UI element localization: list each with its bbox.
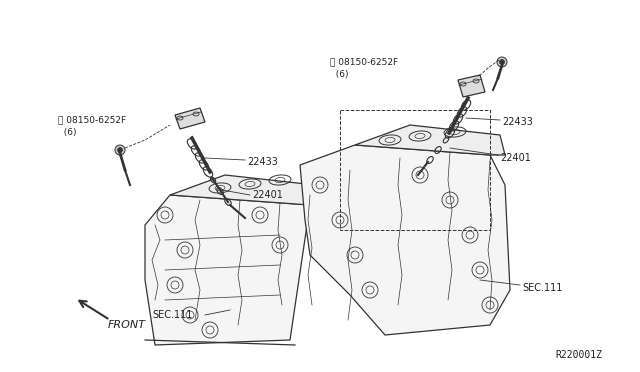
Circle shape <box>115 145 125 155</box>
Text: 22433: 22433 <box>247 157 278 167</box>
Circle shape <box>497 57 507 67</box>
Polygon shape <box>458 75 485 97</box>
Polygon shape <box>170 175 315 205</box>
Text: Ⓑ 08150-6252F: Ⓑ 08150-6252F <box>58 115 126 125</box>
Text: (6): (6) <box>330 70 349 78</box>
Text: R220001Z: R220001Z <box>555 350 602 360</box>
Polygon shape <box>300 145 510 335</box>
Text: 22401: 22401 <box>500 153 531 163</box>
Polygon shape <box>355 125 505 155</box>
Text: Ⓑ 08150-6252F: Ⓑ 08150-6252F <box>330 58 398 67</box>
Text: 22433: 22433 <box>502 117 533 127</box>
Polygon shape <box>175 108 205 129</box>
Text: FRONT: FRONT <box>108 320 146 330</box>
Text: SEC.111: SEC.111 <box>152 310 193 320</box>
Text: (6): (6) <box>58 128 77 137</box>
Text: 22401: 22401 <box>252 190 283 200</box>
Circle shape <box>118 148 122 153</box>
Polygon shape <box>145 195 310 345</box>
Circle shape <box>499 60 504 64</box>
Text: SEC.111: SEC.111 <box>522 283 563 293</box>
